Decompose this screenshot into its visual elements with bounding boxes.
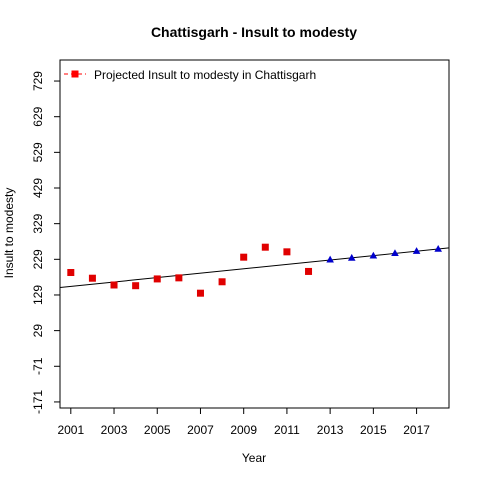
data-points: [67, 243, 442, 297]
data-point-square: [88, 274, 96, 282]
data-point-square: [283, 248, 291, 256]
y-tick-label: -171: [31, 390, 45, 414]
data-point-square: [240, 253, 248, 261]
y-tick-label: 729: [31, 71, 45, 91]
y-tick-label: 229: [31, 249, 45, 269]
y-axis-label: Insult to modesty: [2, 188, 16, 279]
legend: Projected Insult to modesty in Chattisga…: [64, 68, 316, 82]
x-tick-label: 2001: [57, 423, 84, 437]
chart-title: Chattisgarh - Insult to modesty: [151, 24, 357, 40]
data-point-triangle: [369, 251, 378, 259]
trend-line: [59, 247, 450, 288]
x-axis-label: Year: [242, 451, 266, 465]
x-axis: 2001 2003 2005 2007 2009 2011 2013 2015 2017: [57, 408, 430, 437]
y-tick-label: 529: [31, 142, 45, 162]
x-tick-label: 2015: [360, 423, 387, 437]
plot-area-frame: [59, 59, 450, 409]
x-tick-label: 2013: [317, 423, 344, 437]
data-point-square: [261, 243, 269, 251]
data-point-square: [67, 269, 75, 277]
data-point-triangle: [347, 253, 356, 261]
x-tick-label: 2009: [230, 423, 257, 437]
data-point-triangle: [434, 244, 442, 252]
y-tick-label: 429: [31, 178, 45, 198]
y-tick-label: 629: [31, 106, 45, 126]
data-point-square: [196, 289, 204, 297]
x-tick-label: 2017: [403, 423, 430, 437]
trend-line-group: [59, 247, 450, 288]
data-point-square: [132, 282, 140, 290]
y-tick-label: 129: [31, 285, 45, 305]
x-tick-label: 2003: [101, 423, 128, 437]
data-point-square: [110, 281, 118, 289]
y-tick-label: 29: [31, 324, 45, 338]
y-tick-label: -71: [31, 357, 45, 375]
legend-square-marker: [71, 70, 79, 78]
data-point-square: [218, 278, 226, 286]
legend-entry-label: Projected Insult to modesty in Chattisga…: [94, 68, 316, 82]
y-tick-label: 329: [31, 213, 45, 233]
data-point-square: [175, 274, 183, 282]
x-tick-label: 2011: [274, 423, 300, 437]
x-tick-label: 2007: [187, 423, 214, 437]
data-point-square: [305, 267, 313, 275]
data-point-triangle: [391, 249, 399, 257]
data-point-square: [153, 275, 161, 283]
data-point-triangle: [412, 247, 421, 254]
data-point-triangle: [326, 255, 334, 263]
x-tick-label: 2005: [144, 423, 171, 437]
y-axis: -171 -71 29 129 229 329 429 529 629 729: [31, 71, 60, 414]
